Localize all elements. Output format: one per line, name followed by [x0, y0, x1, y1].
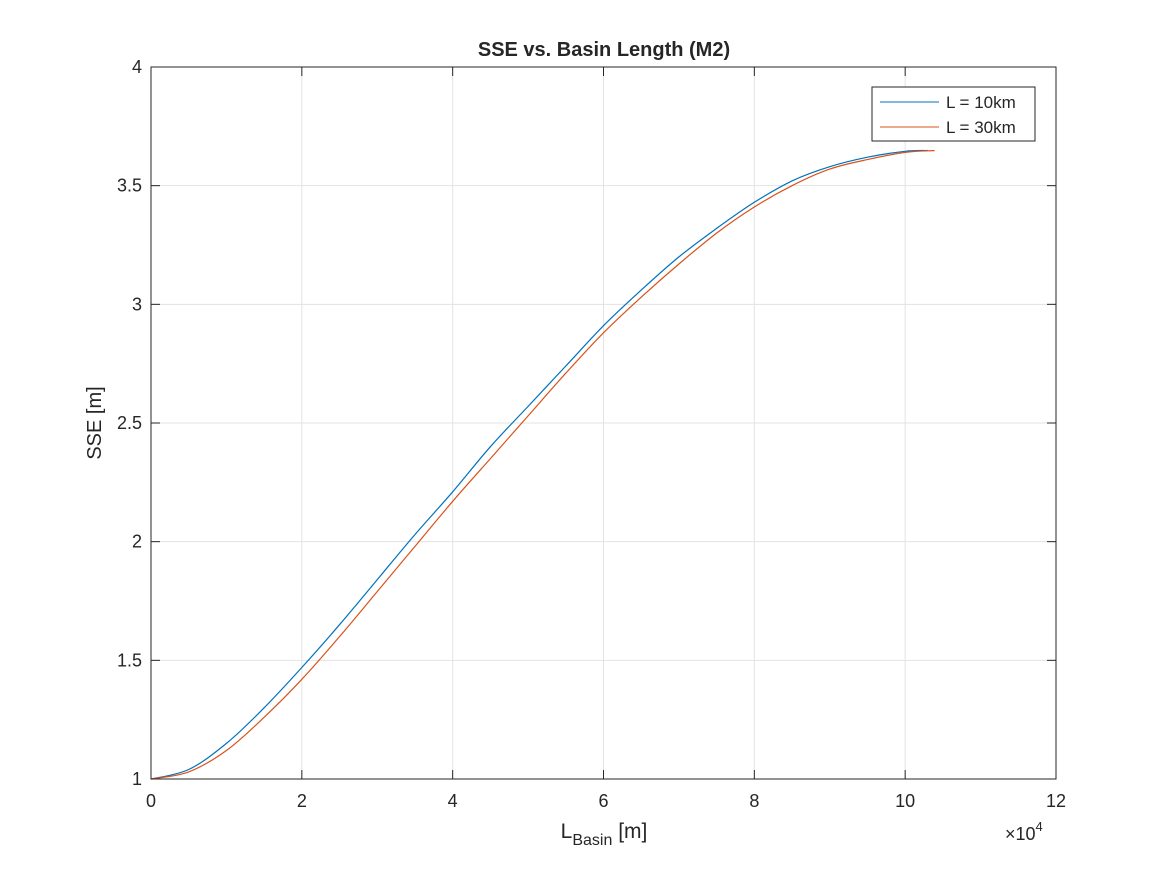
legend-box [871, 86, 1036, 142]
x-axis-label-sub: Basin [572, 832, 612, 849]
x-exponent-label: ×104 [1005, 819, 1043, 844]
series-line-1 [150, 149, 935, 780]
legend-label-0: L = 10km [946, 93, 1016, 112]
series-lines [150, 149, 935, 780]
tick-labels: 0 2 4 6 8 10 12 1 1.5 2 2.5 3 3.5 4 [117, 57, 1066, 811]
y-tick-label: 1.5 [117, 650, 142, 670]
x-tick-label: 0 [146, 791, 156, 811]
y-tick-label: 2 [132, 532, 142, 552]
y-tick-label: 3.5 [117, 176, 142, 196]
x-tick-label: 2 [297, 791, 307, 811]
x-axis-label-main: L [561, 820, 573, 843]
y-axis-label: SSE [m] [84, 386, 106, 459]
y-tick-label: 3 [132, 294, 142, 314]
x-tick-label: 10 [895, 791, 915, 811]
x-tick-label: 8 [749, 791, 759, 811]
x-tick-label: 12 [1046, 791, 1066, 811]
legend: L = 10km L = 30km [871, 86, 1036, 142]
grid-lines [150, 66, 1057, 780]
x-tick-label: 6 [598, 791, 608, 811]
x-exponent-prefix: ×10 [1005, 824, 1036, 844]
y-tick-label: 1 [132, 769, 142, 789]
x-tick-label: 4 [448, 791, 458, 811]
legend-label-1: L = 30km [946, 118, 1016, 137]
x-axis-label-unit: [m] [618, 820, 647, 843]
y-tick-label: 2.5 [117, 413, 142, 433]
chart-title: SSE vs. Basin Length (M2) [478, 39, 730, 61]
axis-ticks [150, 66, 1057, 780]
series-line-0 [150, 149, 928, 780]
x-axis-label: LBasin [m] [561, 820, 648, 849]
y-tick-label: 4 [132, 57, 142, 77]
x-exponent-power: 4 [1036, 819, 1043, 834]
